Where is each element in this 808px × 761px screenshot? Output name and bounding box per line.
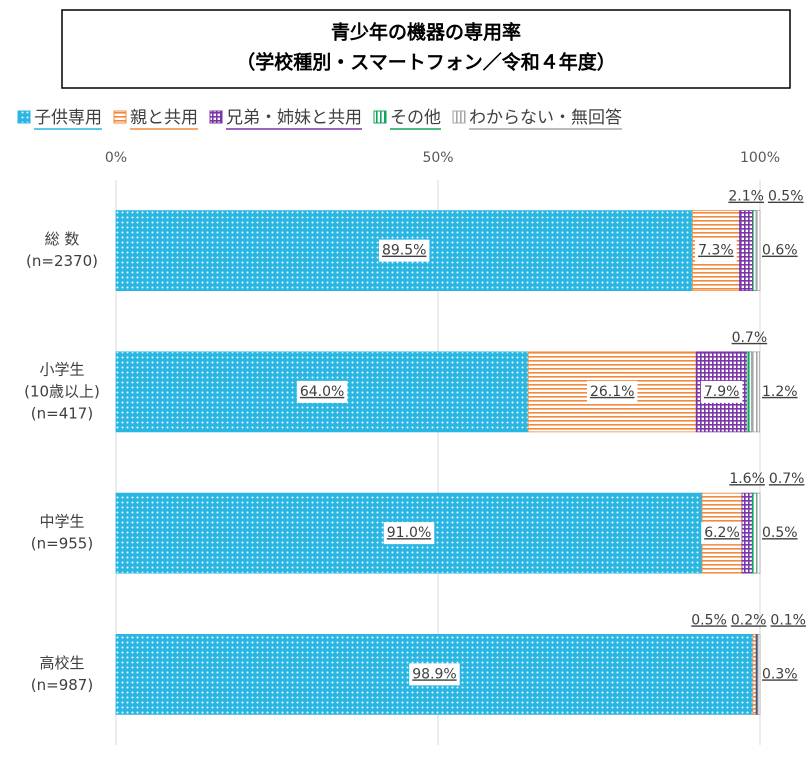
bar-segment	[755, 210, 761, 292]
value-label: 91.0%	[387, 525, 431, 541]
y-tick-label: (n=2370)	[26, 252, 98, 270]
bar-segment	[752, 633, 757, 715]
x-tick-label: 100%	[740, 150, 780, 166]
value-label: 26.1%	[590, 384, 634, 400]
y-tick-label: 小学生	[39, 360, 84, 378]
bar-segment	[746, 351, 753, 433]
value-label: 1.2%	[762, 384, 798, 400]
value-label: 1.6%	[729, 471, 765, 487]
value-label: 0.3%	[762, 666, 798, 682]
value-label: 0.7%	[732, 330, 768, 346]
value-label: 64.0%	[300, 384, 344, 400]
bar-segment	[757, 633, 761, 715]
title-box	[61, 9, 791, 89]
bar-segment	[752, 210, 757, 292]
bar-segment	[741, 492, 753, 574]
value-label-bg	[383, 522, 435, 545]
value-label: 7.9%	[704, 384, 740, 400]
bar-segment	[756, 492, 761, 574]
y-tick-label: (n=987)	[31, 676, 93, 694]
value-label: 0.5%	[691, 612, 727, 628]
value-label-bg	[700, 380, 743, 403]
legend-label: わからない・無回答	[469, 108, 622, 128]
chart-title: 青少年の機器の専用率	[331, 21, 521, 44]
y-tick-label: 高校生	[39, 654, 84, 672]
value-label: 2.1%	[728, 189, 764, 205]
value-label: 0.5%	[762, 525, 798, 541]
value-label-bg	[378, 239, 430, 262]
value-label: 0.5%	[768, 189, 804, 205]
y-tick-label: (n=417)	[31, 404, 93, 422]
value-label: 0.2%	[731, 612, 767, 628]
legend-label: 親と共用	[130, 108, 198, 128]
legend-swatch	[209, 110, 223, 124]
value-label: 6.2%	[704, 525, 740, 541]
bar-segment	[751, 492, 758, 574]
value-label-bg	[296, 380, 348, 403]
chart-subtitle: （学校種別・スマートフォン／令和４年度）	[236, 51, 615, 74]
legend-label: 兄弟・姉妹と共用	[226, 108, 362, 128]
legend-swatch	[452, 110, 466, 124]
value-label: 7.3%	[698, 243, 734, 259]
value-label: 0.6%	[762, 243, 798, 259]
value-label: 89.5%	[382, 243, 426, 259]
x-tick-label: 50%	[422, 150, 453, 166]
legend-label: その他	[390, 108, 441, 128]
value-label: 0.1%	[770, 612, 806, 628]
value-label: 0.7%	[769, 471, 805, 487]
bar-segment	[738, 210, 754, 292]
y-tick-label: 中学生	[39, 513, 84, 531]
value-label-bg	[695, 239, 737, 262]
legend-swatch	[373, 110, 387, 124]
legend-label: 子供専用	[34, 108, 102, 128]
legend-swatch	[113, 110, 127, 124]
value-label-bg	[409, 663, 460, 686]
y-tick-label: (n=955)	[31, 535, 93, 553]
y-tick-label: (10歳以上)	[24, 382, 100, 400]
bar-segment	[751, 351, 760, 433]
value-label-bg	[586, 380, 638, 403]
legend-swatch	[17, 110, 31, 124]
value-label: 98.9%	[412, 666, 456, 682]
y-tick-label: 総 数	[45, 230, 80, 248]
x-tick-label: 0%	[105, 150, 127, 166]
value-label-bg	[701, 522, 743, 545]
